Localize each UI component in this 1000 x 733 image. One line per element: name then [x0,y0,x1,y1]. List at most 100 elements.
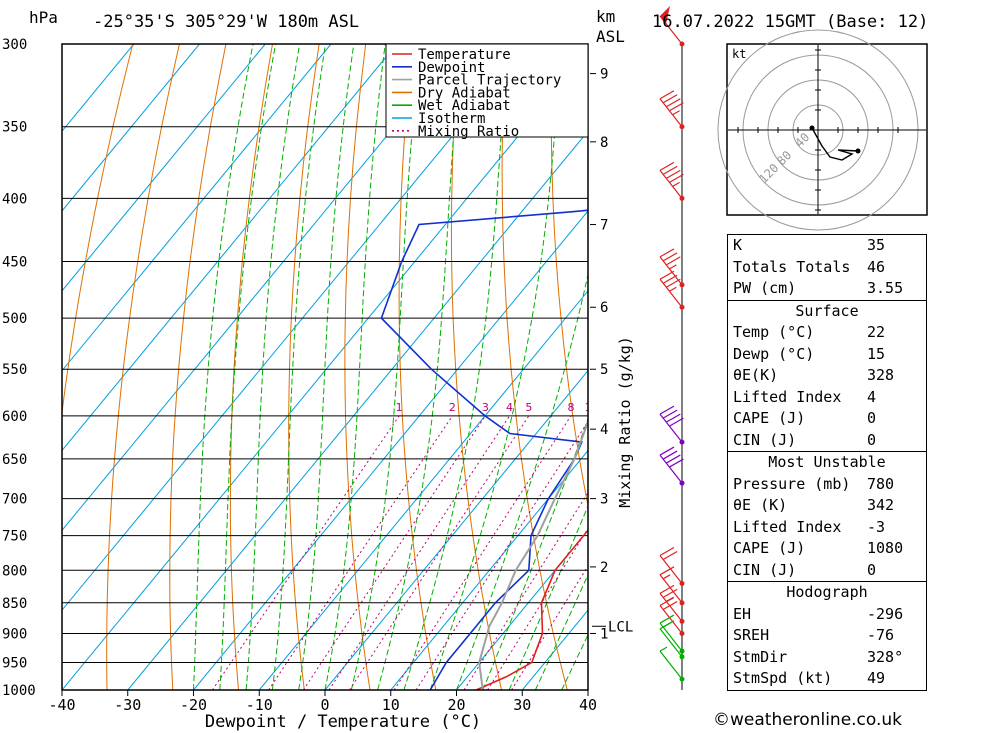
wet-adiabat-line [429,44,563,690]
x-tick-label: 20 [447,696,465,714]
surface-box: Surface Temp (°C) 22 Dewp (°C) 15 θE(K) 328 Lif… [727,299,927,451]
wind-barb-flag [665,454,681,464]
pressure-tick-label: 550 [2,362,27,378]
pressure-tick-label: 600 [2,409,27,425]
row-value: 3.55 [867,279,904,297]
pressure-tick-label: 400 [2,191,27,207]
isotherm-line [62,44,529,611]
row-value: 328° [867,647,904,666]
legend-entry: Dewpoint [418,60,485,76]
row-value: 780 [867,474,895,493]
row-label: Totals Totals [733,257,851,276]
row-value: 0 [867,560,877,579]
profile-lines [380,209,588,690]
mixing-ratio-label: 2 [449,401,456,414]
height-unit-label-asl: ASL [596,27,625,46]
dry-adiabat-line [972,44,1000,690]
wet-adiabat-line [245,44,301,690]
wind-barb-halfflag [662,574,671,580]
location-label: -25°35'S 305°29'W 180m ASL [93,12,360,32]
hodograph-box: Hodograph EH -296 SREH -76 StmDir 328° StmSpd (… [727,581,927,691]
row-value: 49 [867,669,886,687]
x-tick-label: -40 [48,696,75,714]
wind-barb-staff [659,574,683,604]
row-label: CAPE (J) [733,409,806,427]
wind-barb-flag [659,620,675,630]
mixing-ratio-line [268,415,453,690]
x-axis-label: Dewpoint / Temperature (°C) [205,712,481,732]
wind-barb-staff [659,413,683,443]
mixing-ratio-line [302,415,486,690]
mixing-ratio-label: 25 [674,401,688,414]
hodograph-row: SREH -76 [728,625,926,647]
row-value: 342 [867,496,895,514]
section-title: Most Unstable [768,453,886,471]
row-value: 46 [867,257,886,276]
height-tick-label: 9 [600,67,608,83]
hodograph-unit: kt [732,47,746,61]
series-temperature [475,529,588,690]
isotherm-line [193,210,588,690]
row-value: -76 [867,626,895,644]
height-tick-label: 6 [600,300,608,316]
legend-entry: Parcel Trajectory [418,73,561,89]
row-label: Lifted Index [733,387,842,406]
wind-barb-flag [669,173,684,183]
mixing-ratio-line [328,415,510,690]
mixing-ratio-label: 10 [585,401,599,414]
legend-entry: Mixing Ratio [418,124,519,140]
index-row: K 35 [728,235,926,257]
wind-barb-staff [659,555,683,584]
row-value: -296 [867,604,904,623]
isotherm-line [127,130,588,690]
wind-barb-halfflag [659,646,668,652]
height-tick-label: 4 [600,422,608,438]
wind-barb-halfflag [672,181,680,187]
wind-barb-flag [662,450,678,460]
indices-table: K 35 Totals Totals 46 PW (cm) 3.55 Surface Tem… [727,234,927,691]
row-label: Pressure (mb) [733,474,851,493]
wind-barb-flag [659,614,675,624]
legend-entry: Dry Adiabat [418,85,511,101]
isotherm-line [324,369,588,690]
wind-barb-flag [659,161,675,171]
dry-adiabat-line [501,44,568,690]
x-tick-label: -20 [180,696,207,714]
series-parcel-trajectory [478,419,588,690]
hodograph-row: StmSpd (kt) 49 [728,668,926,690]
pressure-tick-label: 650 [2,452,27,468]
mixing-ratio-label: 8 [567,401,574,414]
x-tick-label: 0 [320,696,329,714]
isotherm-line [390,449,588,690]
legend-entry: Temperature [418,47,511,63]
dry-adiabat-line [169,44,227,690]
wind-barb-flag [659,584,675,594]
row-label: Dewp (°C) [733,344,815,363]
dry-adiabat-line [62,44,134,416]
most-unstable-row: CAPE (J) 1080 [728,538,926,560]
surface-row: Temp (°C) 22 [728,322,926,344]
row-label: CAPE (J) [733,539,806,557]
dry-adiabat-line [288,44,320,690]
surface-row: θE(K) 328 [728,365,926,387]
row-label: K [733,236,743,254]
most-unstable-row: CIN (J) 0 [728,560,926,582]
dry-adiabat-line [599,44,699,690]
mixing-ratio-label: 5 [525,401,532,414]
row-label: StmDir [733,647,788,666]
pressure-unit-label: hPa [29,8,58,27]
index-row: PW (cm) 3.55 [728,278,926,300]
row-value: 1080 [867,539,904,557]
x-tick-label: -30 [114,696,141,714]
wind-barb-flag [659,596,675,606]
most-unstable-box: Most Unstable Pressure (mb) 780 θE (K) 342 Li… [727,451,927,581]
wind-barb-flag [659,90,675,100]
pressure-tick-label: 900 [2,626,27,642]
wind-barb-column [659,6,685,690]
x-tick-label: 30 [513,696,531,714]
height-unit-label: km [596,7,616,26]
wet-adiabat-line [219,44,277,690]
wind-barb-staff [659,622,683,652]
